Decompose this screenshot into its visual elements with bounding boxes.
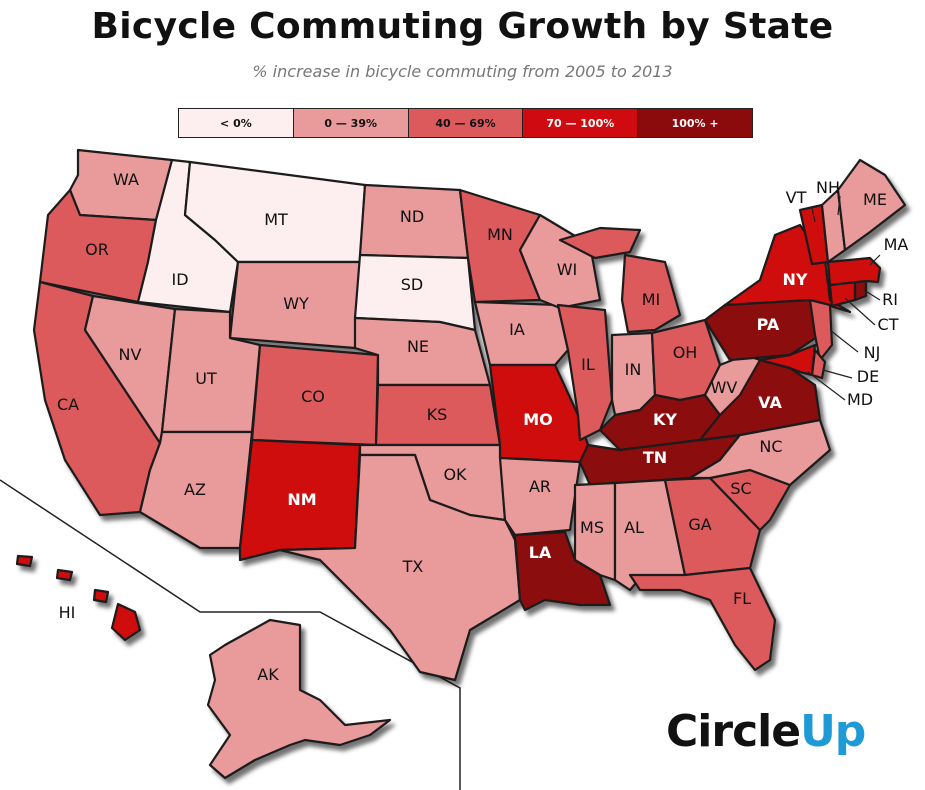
state-MI (620, 253, 682, 334)
label-OH: OH (673, 343, 698, 362)
label-MD: MD (847, 390, 873, 409)
state-HI-kauai (15, 554, 34, 568)
label-SC: SC (730, 479, 751, 498)
state-MI-up (558, 226, 642, 260)
label-NV: NV (119, 345, 142, 364)
label-NE: NE (407, 337, 429, 356)
label-AL: AL (624, 518, 644, 537)
state-AR (498, 456, 582, 537)
state-HI-big (110, 602, 142, 642)
state-TX (278, 453, 522, 682)
label-ME: ME (863, 190, 887, 209)
label-TN: TN (643, 448, 667, 467)
state-ME (836, 158, 907, 252)
label-MO: MO (523, 410, 553, 429)
legend-item-lt0: < 0% (179, 109, 294, 137)
label-AR: AR (529, 477, 551, 496)
state-NJ (808, 298, 834, 362)
legend: < 0% 0 — 39% 40 — 69% 70 — 100% 100% + (178, 108, 753, 138)
legend-item-100-plus: 100% + (638, 109, 752, 137)
label-GA: GA (688, 515, 711, 534)
label-CT: CT (878, 315, 899, 334)
label-CO: CO (301, 387, 325, 406)
circleup-logo: CircleUp (666, 706, 866, 757)
label-AZ: AZ (184, 480, 206, 499)
label-OR: OR (85, 240, 109, 259)
label-leaders (807, 195, 881, 401)
label-ND: ND (400, 207, 424, 226)
legend-item-70-100: 70 — 100% (523, 109, 639, 137)
logo-circle-text: Circle (666, 706, 801, 757)
label-UT: UT (195, 369, 217, 388)
label-DE: DE (857, 367, 879, 386)
label-VA: VA (758, 393, 782, 412)
legend-item-0-39: 0 — 39% (293, 109, 409, 137)
label-MI: MI (642, 290, 661, 309)
label-IL: IL (581, 355, 595, 374)
state-HI-maui (92, 588, 110, 604)
label-NY: NY (783, 270, 808, 289)
label-AK: AK (257, 665, 279, 684)
logo-up-text: Up (800, 706, 866, 757)
inset-divider (0, 479, 461, 790)
label-HI: HI (59, 603, 76, 622)
label-MN: MN (487, 225, 513, 244)
page-title: Bicycle Commuting Growth by State (91, 6, 834, 47)
page-subtitle: % increase in bicycle commuting from 200… (252, 62, 673, 81)
state-IL (556, 303, 614, 442)
label-NH: NH (816, 178, 840, 197)
label-SD: SD (401, 275, 423, 294)
state-labels: WA OR CA ID NV MT WY UT AZ CO NM ND SD N… (57, 170, 908, 684)
label-WI: WI (557, 260, 578, 279)
label-IA: IA (509, 320, 525, 339)
label-WV: WV (711, 378, 738, 397)
label-RI: RI (882, 290, 898, 309)
state-IA (473, 300, 570, 367)
label-ID: ID (171, 270, 188, 289)
label-OK: OK (443, 465, 467, 484)
us-map: WA OR CA ID NV MT WY UT AZ CO NM ND SD N… (0, 148, 908, 790)
label-PA: PA (757, 315, 780, 334)
label-MT: MT (264, 210, 288, 229)
state-NC (688, 418, 832, 487)
label-MA: MA (884, 235, 909, 254)
state-LA (513, 530, 612, 612)
legend-item-40-69: 40 — 69% (408, 109, 524, 137)
state-FL (628, 566, 777, 672)
label-VT: VT (786, 188, 807, 207)
label-WA: WA (113, 170, 139, 189)
state-MA (826, 256, 882, 287)
label-NM: NM (287, 490, 316, 509)
label-NC: NC (759, 437, 782, 456)
state-AK (206, 618, 392, 780)
label-IN: IN (625, 360, 642, 379)
label-LA: LA (529, 543, 552, 562)
label-TX: TX (402, 557, 424, 576)
label-KY: KY (653, 410, 677, 429)
state-MS (573, 481, 617, 582)
label-NJ: NJ (864, 343, 881, 362)
label-CA: CA (57, 395, 79, 414)
state-HI-oahu (55, 568, 74, 582)
label-MS: MS (580, 518, 604, 537)
label-FL: FL (733, 589, 751, 608)
label-WY: WY (283, 294, 309, 313)
label-KS: KS (427, 405, 448, 424)
